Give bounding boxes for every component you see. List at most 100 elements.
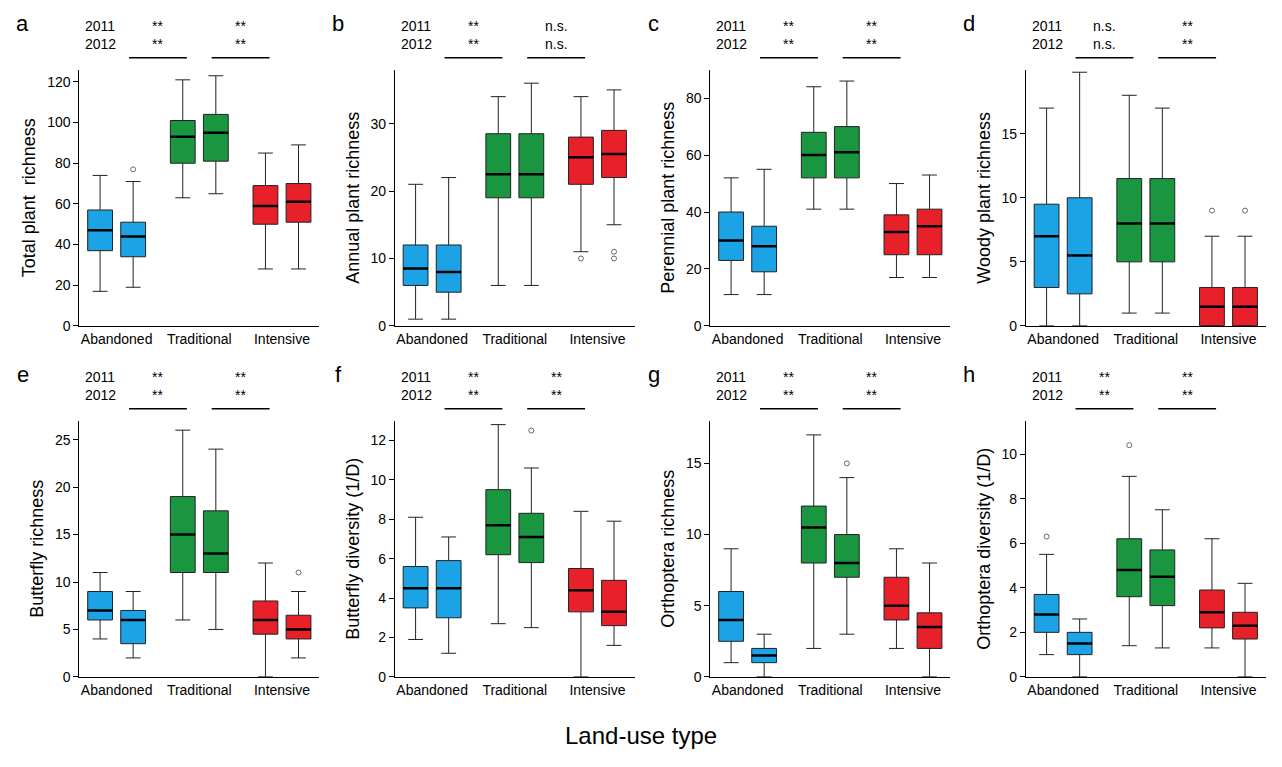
svg-text:a: a: [16, 11, 29, 36]
svg-text:10: 10: [1002, 190, 1018, 206]
svg-text:n.s.: n.s.: [545, 18, 568, 34]
svg-text:40: 40: [55, 236, 71, 252]
svg-text:Intensive: Intensive: [885, 331, 941, 347]
svg-text:15: 15: [55, 526, 71, 542]
svg-text:2012: 2012: [85, 387, 116, 403]
svg-text:0: 0: [1009, 318, 1017, 334]
svg-text:2: 2: [1009, 624, 1017, 640]
svg-text:30: 30: [371, 116, 387, 132]
svg-text:5: 5: [1009, 254, 1017, 270]
svg-text:0: 0: [63, 669, 71, 685]
svg-text:40: 40: [686, 204, 702, 220]
svg-text:0: 0: [378, 669, 386, 685]
svg-text:2011: 2011: [1032, 18, 1062, 34]
svg-text:Intensive: Intensive: [569, 682, 625, 698]
svg-text:6: 6: [378, 551, 386, 567]
svg-text:f: f: [335, 362, 342, 387]
svg-text:2011: 2011: [716, 369, 746, 385]
svg-text:Traditional: Traditional: [167, 682, 232, 698]
svg-text:2011: 2011: [85, 369, 115, 385]
svg-text:80: 80: [686, 90, 702, 106]
svg-text:0: 0: [63, 318, 71, 334]
svg-text:**: **: [468, 387, 479, 403]
svg-text:b: b: [332, 11, 344, 36]
svg-text:10: 10: [1002, 446, 1018, 462]
svg-text:2: 2: [378, 629, 386, 645]
svg-text:8: 8: [1009, 491, 1017, 507]
svg-text:120: 120: [47, 74, 71, 90]
svg-text:100: 100: [47, 114, 71, 130]
svg-text:2012: 2012: [1032, 36, 1063, 52]
svg-text:Abandoned: Abandoned: [1027, 682, 1099, 698]
svg-text:Traditional: Traditional: [167, 331, 232, 347]
svg-text:15: 15: [686, 455, 702, 471]
svg-text:**: **: [783, 387, 794, 403]
svg-text:**: **: [1182, 36, 1193, 52]
svg-text:25: 25: [55, 432, 71, 448]
svg-text:g: g: [648, 362, 660, 387]
svg-text:20: 20: [55, 277, 71, 293]
svg-text:2011: 2011: [1032, 369, 1062, 385]
svg-text:**: **: [1099, 387, 1110, 403]
svg-text:Intensive: Intensive: [1200, 682, 1256, 698]
svg-text:10: 10: [371, 472, 387, 488]
svg-text:e: e: [17, 362, 29, 387]
svg-text:0: 0: [1009, 669, 1017, 685]
svg-text:2012: 2012: [85, 36, 116, 52]
svg-text:Abandoned: Abandoned: [712, 331, 784, 347]
svg-text:Woody plant richness: Woody plant richness: [974, 112, 994, 284]
svg-text:80: 80: [55, 155, 71, 171]
svg-text:**: **: [866, 369, 877, 385]
svg-text:60: 60: [686, 147, 702, 163]
svg-text:Butterfly richness: Butterfly richness: [27, 480, 47, 618]
svg-text:20: 20: [686, 261, 702, 277]
svg-text:Abandoned: Abandoned: [1027, 331, 1099, 347]
svg-text:**: **: [866, 18, 877, 34]
svg-text:h: h: [963, 362, 975, 387]
svg-text:12: 12: [371, 432, 387, 448]
svg-text:**: **: [235, 369, 246, 385]
svg-text:2011: 2011: [85, 18, 115, 34]
svg-text:10: 10: [371, 250, 387, 266]
svg-text:**: **: [235, 36, 246, 52]
svg-text:**: **: [1182, 18, 1193, 34]
svg-text:**: **: [1099, 369, 1110, 385]
svg-text:20: 20: [371, 183, 387, 199]
svg-text:**: **: [783, 369, 794, 385]
svg-text:**: **: [235, 387, 246, 403]
svg-text:2012: 2012: [401, 36, 432, 52]
svg-text:Abandoned: Abandoned: [81, 331, 153, 347]
svg-text:0: 0: [694, 318, 702, 334]
svg-text:**: **: [1182, 369, 1193, 385]
svg-text:6: 6: [1009, 535, 1017, 551]
svg-text:5: 5: [63, 621, 71, 637]
svg-text:Intensive: Intensive: [885, 682, 941, 698]
svg-text:5: 5: [694, 598, 702, 614]
svg-text:Intensive: Intensive: [569, 331, 625, 347]
svg-text:Intensive: Intensive: [1200, 331, 1256, 347]
svg-text:**: **: [152, 36, 163, 52]
svg-text:8: 8: [378, 511, 386, 527]
svg-text:Intensive: Intensive: [254, 331, 310, 347]
svg-text:20: 20: [55, 479, 71, 495]
svg-text:2011: 2011: [401, 18, 431, 34]
svg-text:**: **: [152, 387, 163, 403]
svg-text:Intensive: Intensive: [254, 682, 310, 698]
svg-text:Annual plant richness: Annual plant richness: [343, 112, 363, 284]
svg-text:0: 0: [694, 669, 702, 685]
svg-text:**: **: [468, 18, 479, 34]
svg-text:Traditional: Traditional: [482, 682, 547, 698]
svg-text:Abandoned: Abandoned: [712, 682, 784, 698]
svg-text:**: **: [551, 369, 562, 385]
svg-text:**: **: [551, 387, 562, 403]
svg-text:Total plant richness: Total plant richness: [19, 118, 39, 277]
svg-text:4: 4: [378, 590, 386, 606]
svg-text:n.s.: n.s.: [1093, 18, 1116, 34]
svg-text:**: **: [468, 369, 479, 385]
svg-text:4: 4: [1009, 580, 1017, 596]
svg-text:**: **: [1182, 387, 1193, 403]
svg-text:2011: 2011: [716, 18, 746, 34]
svg-text:**: **: [866, 36, 877, 52]
svg-text:Traditional: Traditional: [798, 331, 863, 347]
svg-text:Traditional: Traditional: [1113, 331, 1178, 347]
